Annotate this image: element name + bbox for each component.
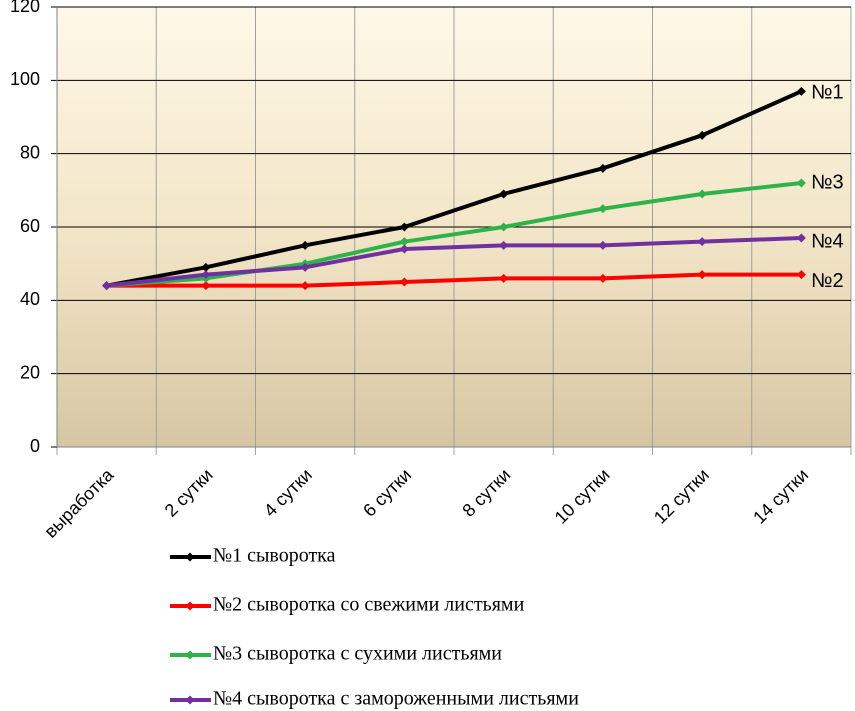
y-tick-label: 0 <box>30 436 40 456</box>
data-point <box>300 262 310 272</box>
x-tick-label: 4 сутки <box>260 465 316 521</box>
data-point <box>399 237 409 247</box>
y-tick-label: 40 <box>20 289 40 309</box>
legend-marker <box>185 601 195 611</box>
data-point <box>399 222 409 232</box>
series-line <box>106 89 803 288</box>
data-point <box>399 244 409 254</box>
data-point <box>697 270 707 280</box>
series-line <box>106 236 802 288</box>
data-point <box>697 189 707 199</box>
legend-label: №3 сыворотка с сухими листьями <box>213 643 502 665</box>
legend-label: №1 сыворотка <box>213 545 336 567</box>
x-tick-label: 14 сутки <box>749 465 812 528</box>
y-tick-label: 100 <box>10 69 40 89</box>
legend-marker <box>185 695 195 705</box>
legend-marker <box>185 650 195 660</box>
data-point <box>499 189 509 199</box>
legend-label: №4 сыворотка с замороженными листьями <box>213 688 579 710</box>
end-label: №1 <box>811 82 844 104</box>
y-tick-label: 20 <box>20 362 40 382</box>
x-tick-label: 12 сутки <box>650 465 713 528</box>
end-label: №3 <box>811 171 844 193</box>
data-point <box>697 130 707 140</box>
y-tick-label: 60 <box>20 216 40 236</box>
data-point <box>201 270 211 280</box>
data-point <box>796 270 806 280</box>
data-point <box>300 281 310 291</box>
y-tick-label: 120 <box>10 0 40 16</box>
legend-label: №2 сыворотка со свежими листьями <box>213 594 525 616</box>
data-point <box>598 204 608 214</box>
legend-marker <box>185 552 195 562</box>
y-tick-label: 80 <box>20 142 40 162</box>
data-point <box>499 273 509 283</box>
data-point <box>796 233 806 243</box>
x-tick-label: 10 сутки <box>551 465 614 528</box>
series-line <box>106 272 802 288</box>
end-label: №2 <box>811 270 844 292</box>
data-point <box>697 237 707 247</box>
data-point <box>796 86 806 96</box>
x-tick-label: 6 сутки <box>359 465 415 521</box>
data-point <box>598 163 608 173</box>
data-point <box>499 240 509 250</box>
data-point <box>201 281 211 291</box>
data-point <box>499 222 509 232</box>
x-tick-label: 2 сутки <box>161 465 217 521</box>
data-point <box>300 240 310 250</box>
data-point <box>399 277 409 287</box>
end-label: №4 <box>811 230 844 252</box>
series-line <box>106 181 802 288</box>
data-point <box>201 262 211 272</box>
data-point <box>598 240 608 250</box>
x-tick-label: 8 сутки <box>458 465 514 521</box>
x-tick-label: выработка <box>40 464 118 542</box>
data-point <box>796 178 806 188</box>
data-point <box>598 273 608 283</box>
data-point <box>102 281 112 291</box>
